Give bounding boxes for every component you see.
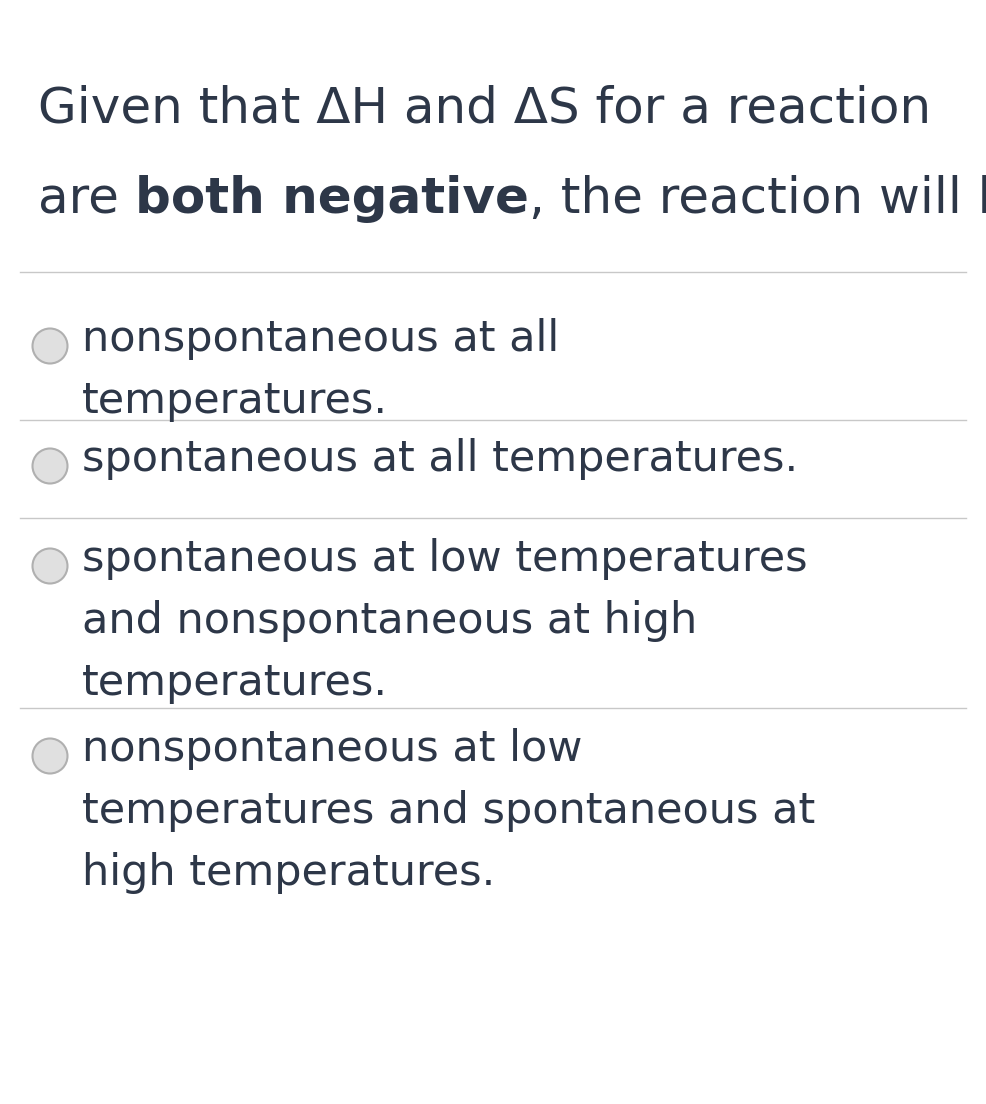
Text: spontaneous at low temperatures
and nonspontaneous at high
temperatures.: spontaneous at low temperatures and nons… [82, 538, 808, 703]
Text: nonspontaneous at all
temperatures.: nonspontaneous at all temperatures. [82, 318, 559, 422]
Text: , the reaction will be: , the reaction will be [528, 176, 986, 223]
Text: are: are [38, 176, 135, 223]
Circle shape [33, 549, 67, 584]
Text: both negative: both negative [135, 176, 528, 223]
Circle shape [33, 448, 67, 484]
Text: nonspontaneous at low
temperatures and spontaneous at
high temperatures.: nonspontaneous at low temperatures and s… [82, 728, 815, 893]
Text: Given that ΔH and ΔS for a reaction: Given that ΔH and ΔS for a reaction [38, 85, 931, 132]
Circle shape [33, 739, 67, 774]
Text: spontaneous at all temperatures.: spontaneous at all temperatures. [82, 438, 798, 480]
Circle shape [33, 329, 67, 363]
